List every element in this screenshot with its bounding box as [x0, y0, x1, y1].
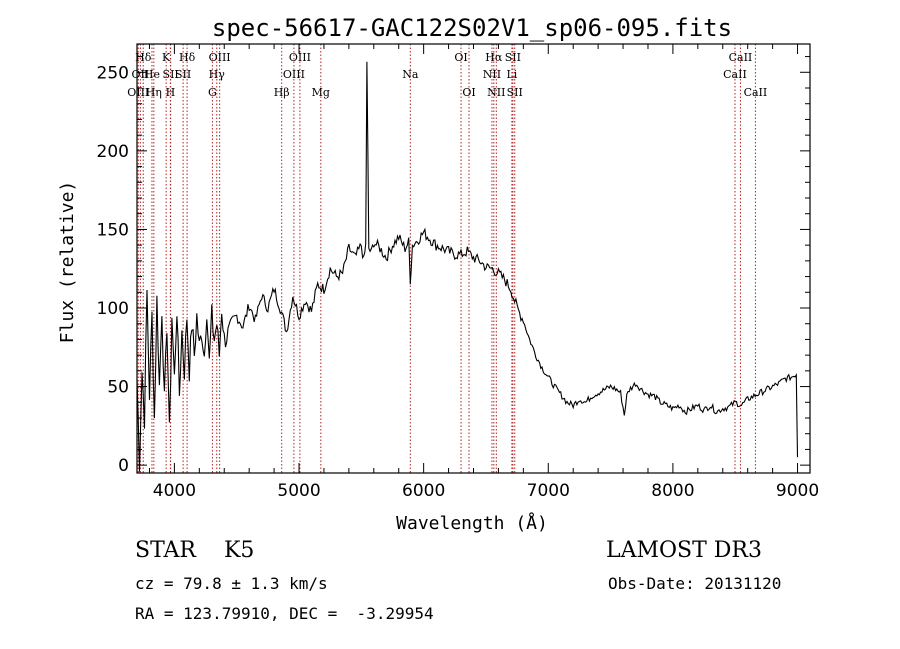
- line-label: Hδ: [179, 51, 196, 64]
- line-label: H: [166, 86, 176, 99]
- line-label: Mg: [312, 86, 330, 99]
- line-label: Hδ: [135, 51, 152, 64]
- line-label: OIII: [289, 51, 311, 64]
- line-label: Li: [506, 68, 517, 81]
- y-tick-label: 100: [97, 299, 129, 319]
- object-class: STAR K5: [135, 538, 255, 563]
- y-axis-ticks: 0 50 100 150 200 250: [97, 56, 810, 476]
- redshift-velocity: cz = 79.8 ± 1.3 km/s: [135, 574, 328, 593]
- line-label: Hη: [146, 86, 162, 99]
- line-label: Hα: [485, 51, 503, 64]
- y-tick-label: 150: [97, 220, 129, 240]
- x-tick-label: 6000: [402, 481, 445, 501]
- line-label: SII: [507, 86, 523, 99]
- line-label: NII: [487, 86, 505, 99]
- x-tick-label: 4000: [153, 481, 196, 501]
- spectrum-line: [136, 61, 799, 472]
- observation-date: Obs-Date: 20131120: [608, 574, 782, 593]
- x-axis-ticks: 4000 5000 6000 7000 8000 9000: [148, 44, 819, 501]
- survey-name: LAMOST DR3: [606, 538, 762, 563]
- line-label: K: [162, 51, 171, 64]
- y-tick-label: 250: [97, 63, 129, 83]
- ra-dec-coordinates: RA = 123.79910, DEC = -3.29954: [135, 604, 434, 623]
- line-label: NII: [483, 68, 501, 81]
- emission-line-labels: HδOIIOIIIHeHηKSIIHHδSIIOIIIHγGOIIIOIIIHβ…: [127, 51, 767, 99]
- y-axis-label: Flux (relative): [57, 181, 78, 344]
- x-tick-label: 8000: [651, 481, 694, 501]
- chart-title: spec-56617-GAC122S02V1_sp06-095.fits: [212, 14, 732, 42]
- x-tick-label: 9000: [776, 481, 819, 501]
- y-tick-label: 50: [107, 378, 129, 398]
- line-label: Hγ: [209, 68, 226, 81]
- line-label: SII: [163, 68, 179, 81]
- line-label: OI: [454, 51, 467, 64]
- x-tick-label: 7000: [527, 481, 570, 501]
- x-tick-label: 5000: [277, 481, 320, 501]
- line-label: SII: [175, 68, 191, 81]
- line-label: OIII: [283, 68, 305, 81]
- x-axis-label: Wavelength (Å): [396, 512, 548, 534]
- line-label: OIII: [209, 51, 231, 64]
- line-label: Na: [402, 68, 419, 81]
- line-label: OI: [462, 86, 475, 99]
- line-label: CaII: [729, 51, 753, 64]
- line-label: CaII: [723, 68, 747, 81]
- y-tick-label: 200: [97, 142, 129, 162]
- y-tick-label: 0: [118, 456, 129, 476]
- line-label: Hβ: [274, 86, 290, 99]
- line-label: OII: [132, 68, 150, 81]
- line-label: CaII: [744, 86, 768, 99]
- line-label: G: [208, 86, 217, 99]
- line-label: OIII: [127, 86, 149, 99]
- emission-line-markers: [137, 44, 756, 473]
- line-label: SII: [505, 51, 521, 64]
- line-label: He: [144, 68, 160, 81]
